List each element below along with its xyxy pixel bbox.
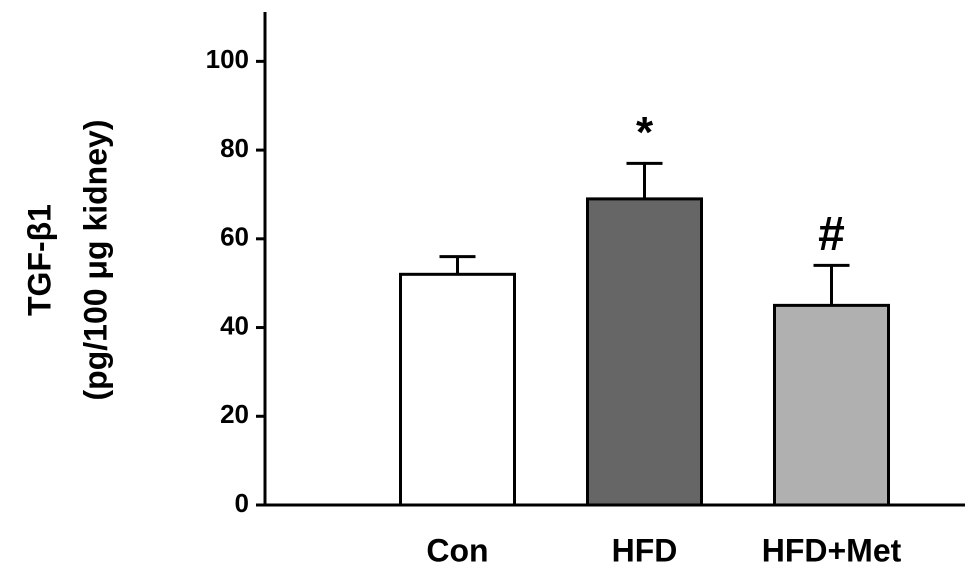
x-tick-label: HFD+Met xyxy=(762,532,902,568)
x-tick-label: HFD xyxy=(612,532,678,568)
x-tick-label: Con xyxy=(426,532,488,568)
bar xyxy=(399,272,516,507)
y-axis-label: (pg/100 μg kidney) xyxy=(77,120,113,401)
y-tick-label: 0 xyxy=(235,488,249,518)
y-tick-label: 80 xyxy=(220,133,249,163)
y-tick-label: 100 xyxy=(206,44,249,74)
bar xyxy=(586,197,703,507)
y-tick-label: 20 xyxy=(220,399,249,429)
annotation: # xyxy=(818,208,845,261)
annotation: * xyxy=(636,108,654,157)
y-tick-label: 60 xyxy=(220,222,249,252)
y-axis-label: TGF-β1 xyxy=(21,204,57,316)
bar xyxy=(773,303,890,507)
y-tick-label: 40 xyxy=(220,310,249,340)
